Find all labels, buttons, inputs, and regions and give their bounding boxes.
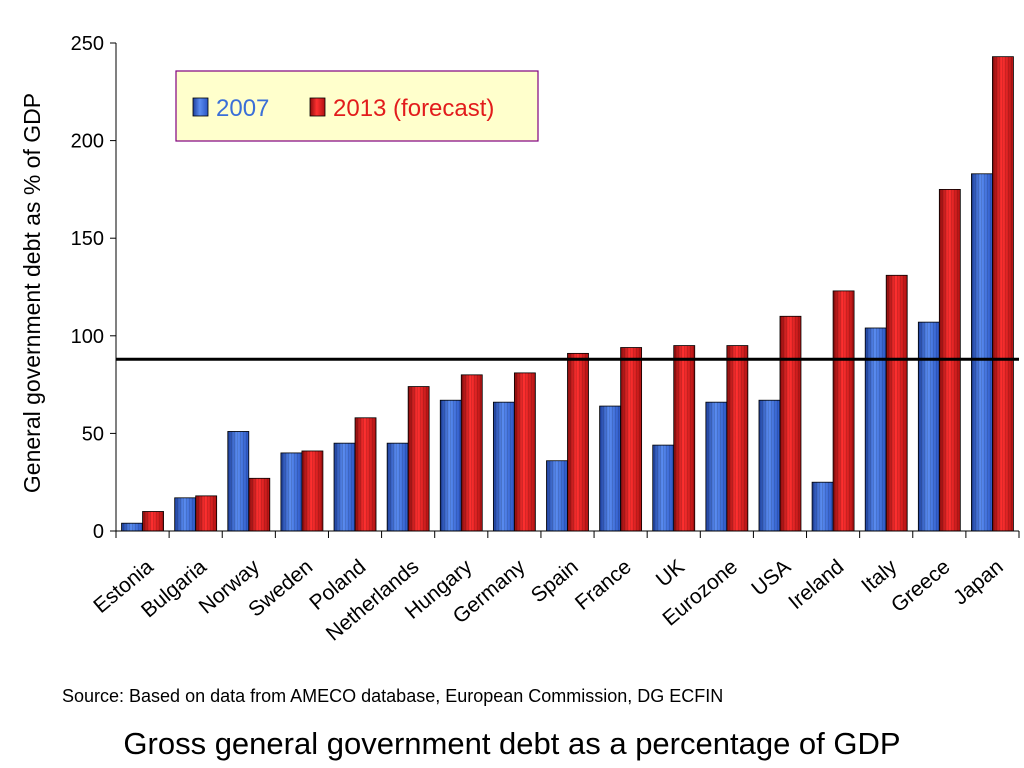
- bar-texture: [865, 327, 887, 531]
- legend-box: [175, 70, 539, 142]
- bar-texture: [142, 511, 164, 531]
- legend-label: 2013 (forecast): [333, 95, 494, 122]
- y-tick-label: 250: [71, 33, 104, 55]
- y-tick-label: 150: [71, 228, 104, 250]
- y-tick-label: 100: [71, 326, 104, 348]
- bar-texture: [248, 478, 270, 531]
- y-tick-label: 200: [71, 131, 104, 153]
- y-axis-label: General government debt as % of GDP: [19, 93, 45, 493]
- bar-texture: [546, 460, 568, 531]
- bar-texture: [567, 353, 589, 531]
- bar-texture: [355, 417, 377, 531]
- bar-texture: [886, 275, 908, 531]
- bar-texture: [227, 431, 249, 531]
- y-tick-label: 0: [93, 521, 104, 543]
- chart-caption: Gross general government debt as a perce…: [123, 726, 901, 761]
- bar-texture: [726, 345, 748, 531]
- bar-texture: [387, 443, 409, 531]
- bar-texture: [833, 290, 855, 531]
- x-tick-label: Ireland: [784, 555, 848, 614]
- bar-texture: [461, 374, 483, 531]
- legend-label: 2007: [216, 95, 269, 122]
- bar-texture: [440, 400, 462, 531]
- bar-texture: [599, 406, 621, 531]
- bar-texture: [280, 452, 302, 531]
- bar-texture: [121, 523, 143, 531]
- bar-texture: [620, 347, 642, 531]
- legend: 2007 2013 (forecast): [175, 70, 539, 142]
- legend-swatch: [192, 97, 209, 117]
- x-axis-labels: EstoniaBulgariaNorwaySwedenPolandNetherl…: [89, 531, 1020, 646]
- y-axis-ticks: 0 50 100 150 200 250: [71, 33, 116, 543]
- legend-swatch: [309, 97, 326, 117]
- chart: 0 50 100 150 200 250 EstoniaBulgariaNorwaySwe…: [19, 33, 1020, 646]
- bar-texture: [652, 445, 674, 531]
- bar-texture: [174, 497, 196, 531]
- bar-texture: [334, 443, 356, 531]
- bar-texture: [758, 400, 780, 531]
- bar-texture: [195, 495, 217, 531]
- bar-texture: [779, 316, 801, 531]
- bar-texture: [514, 372, 536, 531]
- x-tick-label: Greece: [887, 555, 955, 617]
- bar-texture: [408, 386, 430, 531]
- bar-texture: [971, 173, 993, 531]
- x-tick-label: Italy: [857, 555, 902, 598]
- x-tick-label: France: [571, 555, 636, 615]
- source-note: Source: Based on data from AMECO databas…: [62, 686, 724, 706]
- bar-texture: [812, 482, 834, 531]
- bar-texture: [493, 402, 515, 531]
- bar-texture: [673, 345, 695, 531]
- bars: [121, 56, 1014, 532]
- bar-texture: [992, 56, 1014, 531]
- bar-texture: [918, 322, 940, 531]
- bar-texture: [301, 450, 323, 531]
- y-tick-label: 50: [82, 423, 104, 445]
- x-tick-label: Japan: [949, 555, 1008, 609]
- bar-texture: [705, 402, 727, 531]
- x-tick-label: UK: [652, 555, 689, 591]
